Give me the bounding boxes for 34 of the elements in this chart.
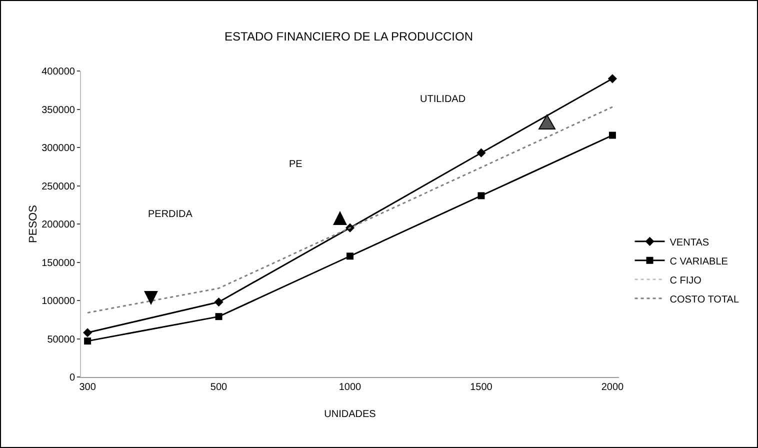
chart-title: ESTADO FINANCIERO DE LA PRODUCCION (224, 30, 473, 44)
x-tick-label: 1500 (470, 382, 493, 393)
point (215, 313, 222, 320)
point (478, 192, 485, 200)
y-tick-label: 100000 (42, 296, 76, 307)
y-tick-label: 400000 (42, 66, 76, 78)
legend-label: C FIJO (670, 275, 702, 286)
y-tick-label: 250000 (42, 181, 76, 192)
y-axis-title: PESOS (28, 205, 40, 243)
y-tick-label: 150000 (42, 258, 76, 269)
legend-label: COSTO TOTAL (670, 294, 740, 306)
point (608, 74, 617, 84)
x-tick-label: 2000 (601, 382, 624, 393)
x-tick-label: 300 (79, 382, 96, 393)
x-axis-title: UNIDADES (324, 409, 376, 420)
legend-label: VENTAS (670, 237, 710, 248)
y-tick-label: 0 (69, 372, 76, 384)
x-tick-label: 500 (210, 382, 228, 393)
x-tick-label: 1000 (338, 382, 362, 393)
y-tick-label: 350000 (42, 104, 76, 116)
point (476, 148, 486, 158)
y-tick-label: 50000 (47, 334, 76, 346)
point (214, 297, 224, 307)
legend-label: C VARIABLE (670, 256, 728, 268)
annotation: PE (289, 159, 303, 170)
annotation: UTILIDAD (420, 94, 466, 105)
y-tick-label: 200000 (42, 220, 76, 230)
line-series (86, 106, 614, 314)
point (84, 338, 92, 345)
annotation: PERDIDA (148, 209, 193, 220)
point (346, 252, 354, 260)
point (608, 132, 616, 139)
y-tick-label: 300000 (42, 143, 76, 154)
point (83, 328, 92, 338)
